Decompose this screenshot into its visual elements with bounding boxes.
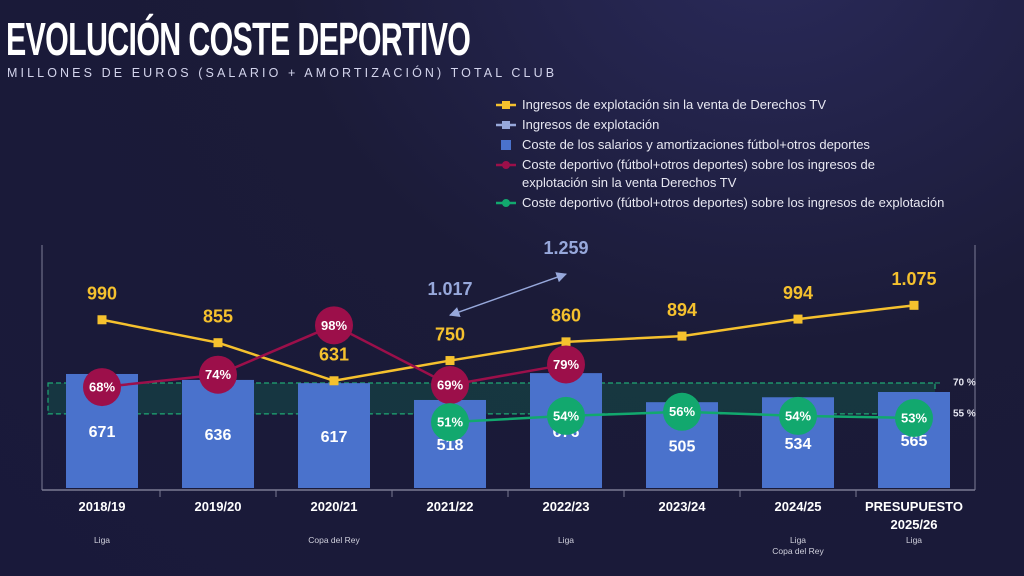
point-label: 855 — [203, 306, 233, 326]
point-label: 750 — [435, 324, 465, 344]
point-marker — [315, 306, 353, 345]
legend-marker — [496, 121, 516, 129]
legend-marker — [496, 199, 516, 207]
competition-label: Liga — [93, 535, 111, 545]
legend-item: Ingresos de explotación sin la venta de … — [496, 96, 996, 114]
x-tick-label: 2024/25 — [774, 499, 822, 514]
legend-swatch — [501, 140, 511, 150]
competition-label: Liga — [557, 535, 575, 545]
bar-label: 518 — [437, 437, 464, 454]
slide-subtitle: MILLONES DE EUROS (SALARIO + AMORTIZACIÓ… — [7, 66, 558, 80]
category-separators — [159, 490, 857, 497]
marks-layer: 990 855 631 750 860 894 994 1.075 1.017 1.259 68% 7… — [83, 238, 937, 442]
x-tick-label: 2019/20 — [194, 499, 242, 514]
point-marker — [199, 355, 237, 394]
x-tick-label: 2018/19 — [78, 499, 126, 514]
point-label: 54% — [553, 408, 579, 423]
x-tick-label: PRESUPUESTO 2025/26 — [864, 499, 963, 532]
point-label: 54% — [785, 408, 811, 423]
competition-label: Liga — [905, 535, 923, 545]
bar-label: 617 — [321, 429, 348, 446]
x-tick-label: 2020/21 — [310, 499, 358, 514]
point-label: 53% — [901, 410, 927, 425]
point-label: 860 — [551, 306, 581, 326]
bar-label: 505 — [669, 438, 696, 455]
series-line — [101, 304, 915, 383]
legend-item: Ingresos de explotación — [496, 116, 996, 134]
point-label: 68% — [89, 380, 115, 395]
point-label: 74% — [205, 367, 231, 382]
bar — [182, 379, 254, 488]
legend: Ingresos de explotación sin la venta de … — [496, 96, 996, 214]
point-label: 631 — [319, 345, 349, 365]
legend-label: Coste deportivo (fútbol+otros deportes) … — [522, 195, 945, 210]
legend-marker — [496, 101, 516, 109]
legend-label: Coste de los salarios y amortizaciones f… — [522, 137, 870, 152]
series-line — [449, 272, 567, 317]
legend-item: Coste deportivo (fútbol+otros deportes) … — [496, 156, 996, 192]
legend-dot — [502, 199, 510, 207]
point-marker — [83, 368, 121, 407]
point-label: 98% — [321, 318, 347, 333]
point-label: 1.259 — [543, 238, 588, 258]
point-label: 1.075 — [891, 269, 936, 289]
legend-marker — [501, 140, 511, 150]
point-label: 79% — [553, 357, 579, 372]
point-marker — [677, 331, 687, 341]
x-tick-label: 2021/22 — [426, 499, 474, 514]
bar-label: 534 — [785, 436, 812, 453]
bar — [298, 383, 370, 488]
bar-label: 636 — [205, 427, 232, 444]
point-label: 56% — [669, 404, 695, 419]
point-marker — [213, 338, 223, 348]
legend-dot — [502, 101, 510, 109]
point-label: 51% — [437, 415, 463, 430]
point-marker — [547, 345, 585, 384]
point-marker — [329, 376, 339, 386]
point-marker — [895, 398, 933, 437]
legend-label: Ingresos de explotación sin la venta de … — [522, 97, 826, 112]
point-marker — [793, 314, 803, 324]
y2-tick-label: 70 % — [953, 378, 976, 389]
legend-item: Coste de los salarios y amortizaciones f… — [496, 136, 996, 154]
point-label: 1.017 — [427, 279, 472, 299]
legend-item: Coste deportivo (fútbol+otros deportes) … — [496, 194, 996, 212]
point-marker — [561, 337, 571, 347]
point-marker — [663, 392, 701, 431]
slide-title: EVOLUCIÓN COSTE DEPORTIVO — [6, 13, 471, 65]
point-marker — [909, 300, 919, 310]
competition-label: Copa del Rey — [308, 535, 360, 545]
legend-dot — [502, 121, 510, 129]
point-marker — [97, 315, 107, 325]
x-tick-label: 2023/24 — [658, 499, 706, 514]
legend-dot — [502, 161, 510, 169]
bar-label: 565 — [901, 433, 928, 450]
point-label: 990 — [87, 284, 117, 304]
point-label: 69% — [437, 377, 463, 392]
legend-label: Ingresos de explotación — [522, 117, 660, 132]
point-marker — [431, 366, 469, 405]
point-marker — [431, 403, 469, 442]
point-marker — [445, 356, 455, 366]
bar-label: 671 — [89, 424, 116, 441]
legend-label: Coste deportivo (fútbol+otros deportes) … — [522, 157, 875, 190]
point-marker — [547, 396, 585, 435]
y2-tick-label: 55 % — [953, 409, 976, 420]
x-tick-label: 2022/23 — [542, 499, 590, 514]
legend-marker — [496, 161, 516, 169]
competition-label: Liga Copa del Rey — [772, 535, 824, 556]
point-label: 894 — [667, 300, 697, 320]
point-label: 994 — [783, 283, 813, 303]
point-marker — [779, 396, 817, 435]
